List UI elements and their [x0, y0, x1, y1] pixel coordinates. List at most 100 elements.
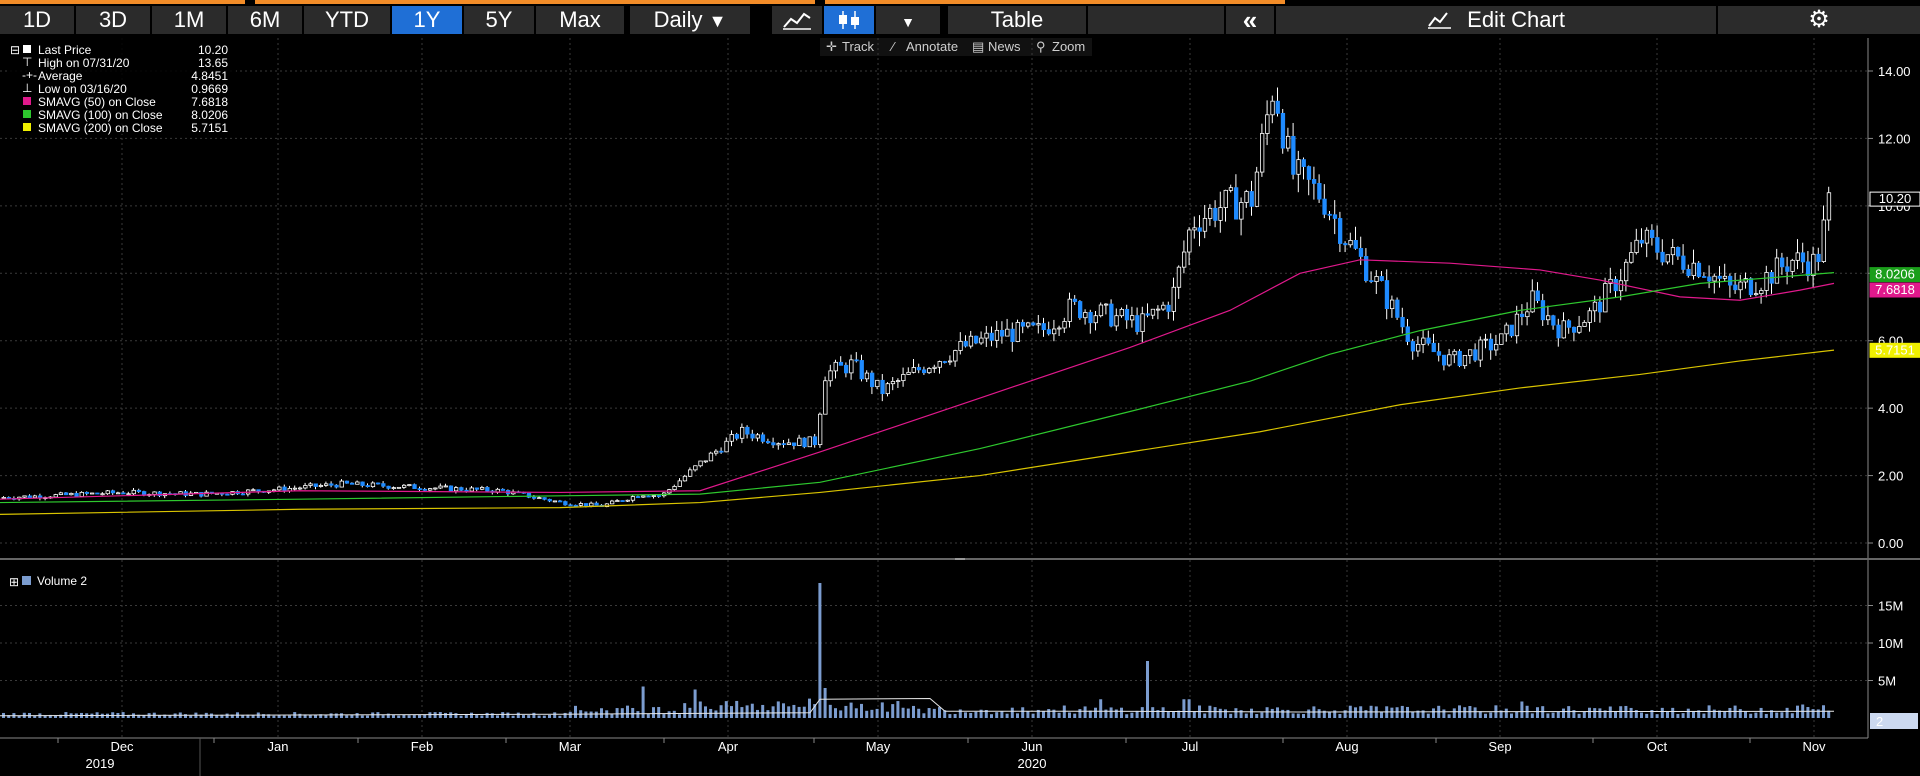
edit-chart-button[interactable]: Edit Chart	[1276, 6, 1716, 34]
collapse-button[interactable]: «	[1226, 6, 1274, 34]
volume-bar	[1192, 711, 1196, 718]
frequency-dropdown[interactable]: Daily ▼	[630, 6, 750, 34]
volume-bar	[1640, 712, 1643, 718]
volume-bar	[912, 705, 915, 718]
table-button[interactable]: Table	[948, 6, 1086, 34]
volume-bar	[215, 715, 219, 718]
candle-up	[1239, 202, 1244, 220]
range-1d-button[interactable]: 1D	[0, 6, 74, 34]
candle-down	[365, 485, 370, 488]
candle-down	[1306, 166, 1312, 180]
volume-bar	[1052, 709, 1056, 718]
settings-button[interactable]: ⚙	[1718, 6, 1920, 34]
candle-down	[500, 488, 506, 491]
subtool-zoom-label[interactable]: Zoom	[1052, 39, 1085, 54]
month-label: Aug	[1335, 739, 1358, 754]
candle-down	[1509, 324, 1514, 337]
volume-bar	[1796, 705, 1799, 718]
candle-up	[688, 469, 693, 477]
volume-bar	[698, 701, 702, 718]
volume-bar	[277, 715, 281, 718]
range-3d-button[interactable]: 3D	[76, 6, 150, 34]
candle-up	[1140, 313, 1145, 332]
candle-down	[1343, 243, 1348, 246]
volume-bar	[1504, 708, 1508, 718]
volume-bar	[787, 706, 791, 718]
subtool-news-label[interactable]: News	[988, 39, 1021, 54]
candle-down	[1676, 247, 1681, 257]
legend-marker: ⊥	[22, 81, 32, 95]
volume-bar	[298, 713, 302, 718]
candle-up	[396, 486, 402, 489]
candle-up	[1171, 286, 1176, 312]
news-icon[interactable]: ▤	[972, 39, 984, 54]
volume-bar	[558, 715, 562, 718]
candle-up	[786, 442, 792, 445]
volume-bar	[870, 709, 874, 718]
chart-type-dropdown[interactable]: ▼	[876, 6, 940, 34]
volume-bar	[927, 708, 931, 718]
volume-bar	[1473, 707, 1477, 718]
volume-bar	[1463, 707, 1467, 718]
candle-down	[1031, 322, 1036, 326]
zoom-icon[interactable]: ⚲	[1036, 39, 1046, 54]
volume-bar	[792, 704, 796, 718]
volume-bar	[1816, 709, 1820, 718]
line-chart-button[interactable]	[772, 6, 822, 34]
candle-up	[1270, 100, 1275, 116]
volume-bar	[1026, 711, 1030, 718]
volume-bar	[1510, 713, 1513, 718]
volume-bar	[1057, 712, 1061, 718]
volume-bar	[1530, 713, 1534, 718]
candle-down	[1816, 253, 1821, 262]
volume-bar	[1785, 707, 1789, 718]
volume-bar	[449, 712, 453, 718]
volume-bar	[1749, 713, 1753, 718]
volume-bar	[1234, 708, 1238, 718]
volume-bar	[1655, 714, 1659, 718]
candle-up	[401, 484, 407, 488]
volume-bar	[537, 715, 541, 718]
range-5y-button[interactable]: 5Y	[464, 6, 534, 34]
volume-bar	[563, 712, 567, 718]
range-6m-button[interactable]: 6M	[228, 6, 302, 34]
volume-bar	[199, 714, 203, 718]
candle-up	[1, 497, 6, 499]
month-label: Mar	[559, 739, 582, 754]
volume-bar	[922, 713, 926, 718]
volume-bar	[397, 715, 401, 718]
expand-icon[interactable]: ⊞	[9, 575, 19, 589]
candle-down	[1369, 280, 1374, 283]
volume-bar	[527, 715, 531, 718]
volume-bar	[1614, 711, 1617, 718]
candle-up	[1821, 219, 1826, 262]
range-1m-button[interactable]: 1M	[152, 6, 226, 34]
last-value-badge	[1869, 282, 1920, 298]
subtool-track-label[interactable]: Track	[842, 39, 875, 54]
range-ytd-button[interactable]: YTD	[304, 6, 390, 34]
candle-down	[750, 433, 755, 439]
volume-bar	[423, 714, 427, 718]
range-1y-button[interactable]: 1Y	[392, 6, 462, 34]
candle-up	[53, 494, 58, 498]
volume-bar	[594, 711, 598, 718]
candle-up	[755, 434, 760, 439]
candle-up	[292, 487, 298, 490]
candle-up	[370, 482, 376, 488]
subtool-annotate-label[interactable]: Annotate	[906, 39, 958, 54]
volume-bar	[251, 715, 255, 718]
double-chevron-left-icon: «	[1242, 5, 1258, 35]
volume-bar	[418, 715, 421, 718]
candlestick-chart-button[interactable]	[824, 6, 874, 34]
candle-up	[1691, 262, 1696, 276]
candle-up	[552, 500, 558, 503]
annotate-tool[interactable]: ∕	[889, 39, 896, 54]
volume-bar	[33, 715, 37, 718]
track-tool[interactable]: ✛	[826, 39, 837, 54]
candle-down	[199, 491, 204, 497]
candle-up	[1764, 272, 1769, 291]
volume-bar	[1790, 713, 1794, 718]
range-max-button[interactable]: Max	[536, 6, 624, 34]
volume-bar	[1478, 711, 1482, 718]
volume-bar	[678, 714, 681, 718]
